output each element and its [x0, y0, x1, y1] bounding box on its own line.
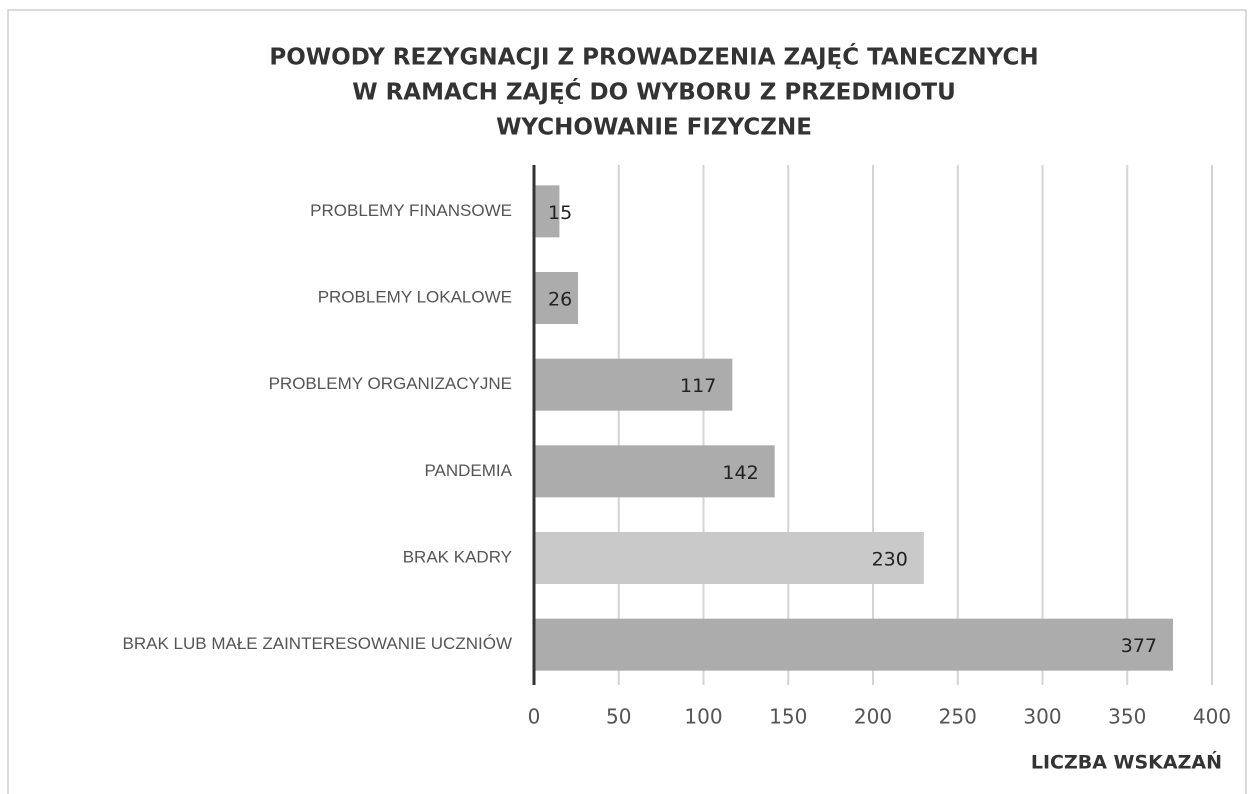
x-tick-label: 250 [939, 705, 977, 729]
x-tick-label: 300 [1023, 705, 1061, 729]
bar [534, 445, 775, 498]
bar [534, 618, 1174, 671]
y-tick-label: PROBLEMY ORGANIZACYJNE [269, 374, 512, 393]
x-tick-label: 50 [606, 705, 631, 729]
x-tick-label: 0 [528, 705, 541, 729]
x-tick-label: 200 [854, 705, 892, 729]
x-axis-title: LICZBA WSKAZAŃ [1031, 751, 1222, 774]
chart-title: POWODY REZYGNACJI Z PROWADZENIA ZAJĘĆ TA… [269, 43, 1038, 71]
data-label: 142 [722, 462, 758, 484]
x-tick-label: 400 [1193, 705, 1231, 729]
y-tick-label: BRAK LUB MAŁE ZAINTERESOWANIE UCZNIÓW [123, 634, 512, 653]
chart-title: W RAMACH ZAJĘĆ DO WYBORU Z PRZEDMIOTU [352, 78, 956, 106]
bar [534, 358, 733, 411]
data-label: 377 [1121, 635, 1157, 657]
bar [534, 532, 924, 584]
x-tick-label: 100 [684, 705, 722, 729]
x-tick-label: 350 [1108, 705, 1146, 729]
frame [7, 9, 1247, 794]
y-tick-label: PROBLEMY LOKALOWE [318, 287, 512, 306]
y-tick-label: PROBLEMY FINANSOWE [310, 201, 512, 220]
data-label: 26 [548, 289, 572, 311]
y-tick-label: BRAK KADRY [403, 547, 512, 566]
data-label: 230 [872, 549, 908, 571]
chart-title: WYCHOWANIE FIZYCZNE [496, 115, 812, 141]
bar [534, 185, 560, 238]
data-label: 117 [680, 375, 716, 397]
bar [534, 272, 579, 324]
y-tick-label: PANDEMIA [424, 461, 512, 480]
data-label: 15 [548, 202, 572, 224]
x-tick-label: 150 [769, 705, 807, 729]
